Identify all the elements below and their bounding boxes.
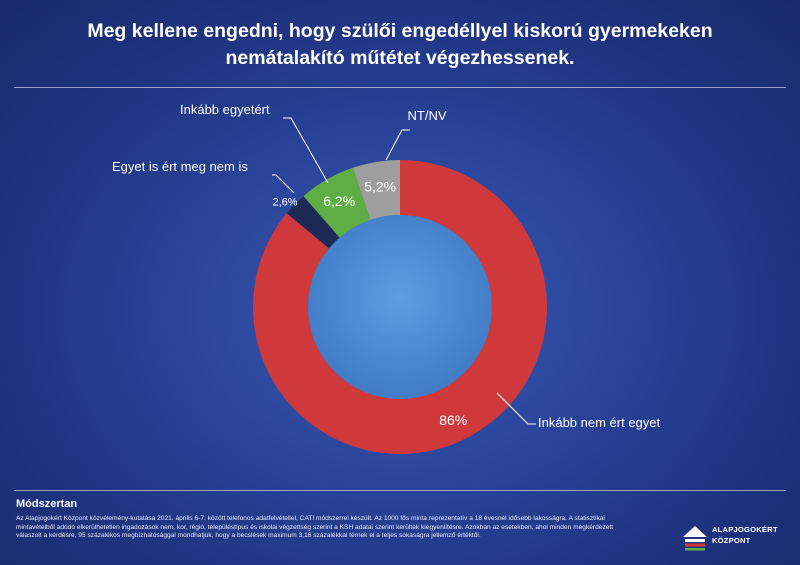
category-label-inkabb-egyetert: Inkább egyetért [180,102,270,117]
value-label-inkabb-nem-ert-egyet: 86% [439,412,467,428]
category-label-egyet-is-ert-meg-nem-is: Egyet is ért meg nem is [112,159,248,174]
top-divider [14,87,786,88]
leader-line-nt-nv [385,129,410,161]
chart-title: Meg kellene engedni, hogy szülői engedél… [40,18,760,72]
logo-mark-icon [683,526,707,551]
slice-inkabb-egyetert [303,167,371,238]
methodology-title: Módszertan [16,498,78,510]
leader-line-inkabb-egyetert [283,117,329,184]
leader-line-egyet-is-ert-meg-nem-is [272,174,295,194]
slice-nt-nv [352,160,400,220]
donut-hole [308,215,492,399]
slice-egyet-is-ert-meg-nem-is [286,196,340,249]
chart-title-line-2: nemátalakító műtétet végezhessenek. [225,47,575,69]
value-label-nt-nv: 5,2% [364,179,396,195]
methodology-text: Az Alapjogokért Központ közvélemény-kuta… [16,515,614,540]
chart-title-line-1: Meg kellene engedni, hogy szülői engedél… [87,20,713,42]
alapjogokert-kozpont-logo: ALAPJOGOKÉRT KÖZPONT [680,521,790,551]
slice-inkabb-nem-ert-egyet [252,160,548,455]
value-label-egyet-is-ert-meg-nem-is: 2,6% [272,197,297,209]
donut-chart: 86% Inkább nem ért egyet 2,6% Egyet is ért … [112,102,661,455]
value-label-inkabb-egyetert: 6,2% [323,193,355,209]
logo-text-line-1: ALAPJOGOKÉRT [712,525,778,534]
leader-line-inkabb-nem-ert-egyet [496,392,536,425]
logo-text-line-2: KÖZPONT [712,536,751,545]
bottom-divider [14,490,786,491]
category-label-inkabb-nem-ert-egyet: Inkább nem ért egyet [538,415,661,430]
logo-text: ALAPJOGOKÉRT KÖZPONT [712,524,778,546]
category-label-nt-nv: NT/NV [408,108,447,123]
